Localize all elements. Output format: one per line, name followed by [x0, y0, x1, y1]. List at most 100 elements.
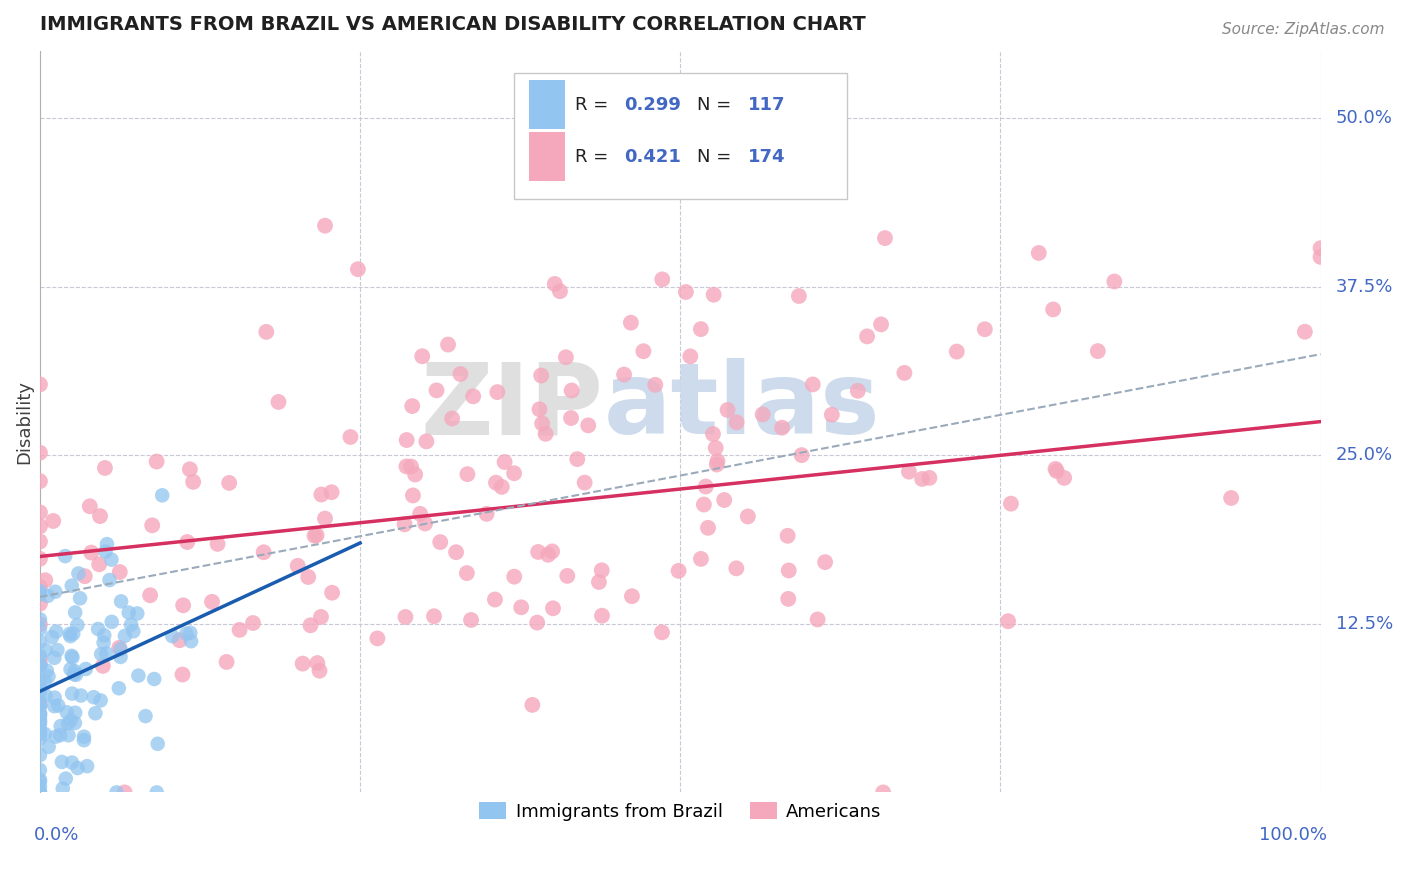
Point: [176, 626, 198, 640]
Point: [84, 706, 107, 721]
Point: [394, 610, 416, 624]
Point: [253, 545, 276, 559]
Point: [307, 656, 329, 670]
Point: [395, 433, 418, 447]
Text: R =: R =: [575, 147, 614, 166]
Point: [567, 452, 589, 467]
Point: [404, 467, 426, 482]
Point: [870, 318, 893, 332]
Point: [35, 664, 58, 678]
Point: [548, 284, 571, 298]
Point: [176, 535, 198, 549]
Point: [73, 730, 96, 744]
Point: [180, 634, 202, 648]
Point: [305, 528, 328, 542]
Point: [997, 614, 1019, 628]
Point: [28, 774, 51, 789]
Y-axis label: Disability: Disability: [15, 380, 32, 464]
Point: [702, 427, 724, 442]
Point: [127, 607, 149, 621]
Point: [814, 555, 837, 569]
Point: [945, 344, 967, 359]
Point: [34, 689, 56, 703]
Point: [679, 350, 702, 364]
Legend: Immigrants from Brazil, Americans: Immigrants from Brazil, Americans: [472, 795, 889, 828]
Text: 0.299: 0.299: [624, 95, 681, 113]
Point: [484, 592, 506, 607]
Point: [108, 565, 131, 579]
Point: [401, 399, 423, 413]
Point: [28, 474, 51, 488]
Point: [38, 739, 60, 754]
Point: [807, 612, 830, 626]
Point: [52, 781, 75, 796]
Point: [73, 569, 96, 583]
Point: [531, 417, 554, 431]
Point: [395, 459, 418, 474]
Point: [108, 681, 131, 696]
Point: [141, 518, 163, 533]
Point: [668, 564, 690, 578]
Point: [541, 544, 564, 558]
Point: [98, 573, 121, 587]
Point: [59, 714, 82, 728]
Point: [145, 785, 167, 799]
Point: [503, 569, 526, 583]
Point: [527, 545, 550, 559]
Point: [267, 395, 290, 409]
Point: [703, 287, 725, 301]
Text: 25.0%: 25.0%: [1336, 446, 1393, 465]
Point: [321, 485, 343, 500]
Text: 174: 174: [748, 147, 786, 166]
Point: [90, 693, 112, 707]
Point: [561, 384, 583, 398]
Point: [80, 545, 103, 559]
Point: [463, 389, 485, 403]
Point: [28, 612, 51, 626]
Point: [486, 385, 509, 400]
Point: [28, 695, 51, 709]
Point: [96, 647, 118, 661]
Point: [537, 548, 560, 562]
Point: [28, 580, 51, 594]
Point: [55, 772, 77, 786]
Point: [228, 623, 250, 637]
Point: [28, 706, 51, 720]
Point: [576, 418, 599, 433]
Point: [59, 627, 82, 641]
Text: 0.421: 0.421: [624, 147, 681, 166]
Point: [399, 459, 422, 474]
Point: [973, 322, 995, 336]
Point: [456, 566, 478, 580]
Point: [675, 285, 697, 299]
Point: [59, 662, 82, 676]
Point: [169, 633, 191, 648]
Point: [28, 617, 51, 632]
Point: [544, 277, 567, 291]
Point: [118, 606, 141, 620]
Point: [60, 579, 83, 593]
Point: [725, 561, 748, 575]
Point: [91, 658, 114, 673]
Point: [34, 643, 56, 657]
Point: [69, 591, 91, 606]
Point: [713, 493, 735, 508]
Point: [215, 655, 238, 669]
Point: [534, 426, 557, 441]
Point: [460, 613, 482, 627]
Point: [45, 730, 67, 744]
Point: [105, 785, 128, 799]
Point: [28, 723, 51, 737]
Point: [485, 475, 508, 490]
Point: [695, 479, 717, 493]
Point: [911, 472, 934, 486]
Point: [150, 488, 173, 502]
Point: [1104, 275, 1126, 289]
Point: [591, 563, 613, 577]
Point: [394, 517, 416, 532]
Point: [44, 699, 66, 714]
Text: 37.5%: 37.5%: [1336, 277, 1393, 296]
Point: [530, 368, 553, 383]
Point: [28, 551, 51, 566]
Point: [697, 521, 720, 535]
